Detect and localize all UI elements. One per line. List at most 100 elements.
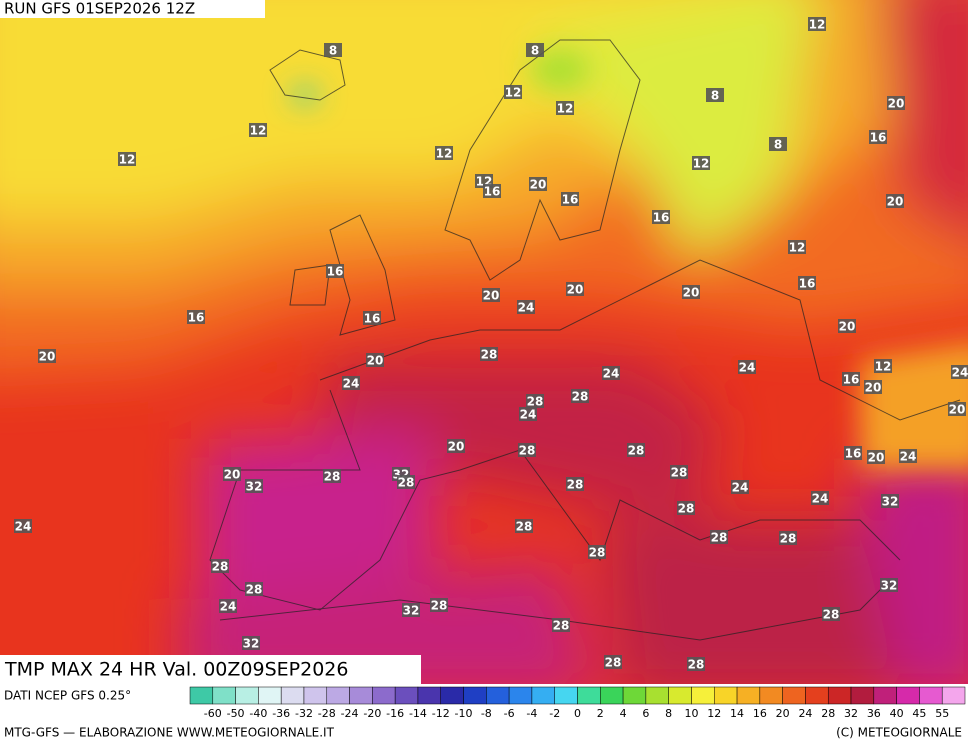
color-swatch	[326, 686, 350, 705]
contour-label: 28	[516, 520, 533, 534]
label-box	[566, 282, 584, 296]
legend-tick: -32	[295, 707, 313, 720]
label-box	[731, 480, 749, 494]
legend-tick: -2	[549, 707, 560, 720]
contour-label: 24	[518, 301, 535, 315]
contour-label: 16	[364, 312, 381, 326]
label-box	[798, 276, 816, 290]
legend-tick: -4	[526, 707, 537, 720]
label-box	[899, 449, 917, 463]
label-box	[811, 491, 829, 505]
label-box	[842, 372, 860, 386]
contour-label: 24	[952, 366, 968, 380]
legend-tick: 16	[753, 707, 767, 720]
contour-label: 16	[327, 265, 344, 279]
color-swatch	[235, 686, 259, 705]
label-box	[430, 598, 448, 612]
color-swatch	[896, 686, 920, 705]
label-box	[822, 607, 840, 621]
producer: MTG-GFS — ELABORAZIONE WWW.METEOGIORNALE…	[4, 726, 335, 740]
color-swatch	[941, 686, 966, 705]
color-swatch	[919, 686, 943, 705]
label-box	[402, 603, 420, 617]
label-box	[779, 531, 797, 545]
contour-label: 20	[839, 320, 856, 334]
contour-label: 28	[246, 583, 263, 597]
color-swatch	[531, 686, 555, 705]
label-box	[844, 446, 862, 460]
label-box	[397, 475, 415, 489]
label-box	[677, 501, 695, 515]
color-swatch	[258, 686, 282, 705]
label-box	[588, 545, 606, 559]
legend-tick: 8	[665, 707, 672, 720]
contour-label: 12	[693, 157, 710, 171]
contour-label: 28	[605, 656, 622, 670]
label-box	[682, 285, 700, 299]
color-swatch	[577, 686, 601, 705]
legend-tick: -20	[363, 707, 381, 720]
label-box	[519, 407, 537, 421]
legend-tick: 28	[821, 707, 835, 720]
label-box	[483, 184, 501, 198]
contour-label: 20	[949, 403, 966, 417]
legend-tick: 4	[620, 707, 627, 720]
contour-label: 28	[589, 546, 606, 560]
contour-label: 12	[505, 86, 522, 100]
color-swatch	[440, 686, 464, 705]
legend-tick: -50	[227, 707, 245, 720]
label-box	[880, 578, 898, 592]
contour-label: 28	[823, 608, 840, 622]
color-swatch	[417, 686, 441, 705]
label-box	[223, 467, 241, 481]
contour-label: 24	[900, 450, 917, 464]
color-swatch	[736, 686, 761, 705]
contour-label: 12	[809, 18, 826, 32]
label-box	[769, 137, 787, 151]
label-box	[38, 349, 56, 363]
label-box	[604, 655, 622, 669]
label-box	[948, 402, 966, 416]
contour-label: 16	[870, 131, 887, 145]
label-box	[951, 365, 968, 379]
label-box	[187, 310, 205, 324]
contour-label: 20	[868, 451, 885, 465]
legend-tick: 12	[707, 707, 721, 720]
contour-label: 28	[481, 348, 498, 362]
label-box	[887, 96, 905, 110]
color-swatch	[691, 686, 715, 705]
legend-tick: -28	[318, 707, 336, 720]
label-box	[504, 85, 522, 99]
contour-label: 28	[671, 466, 688, 480]
source: DATI NCEP GFS 0.25°	[4, 689, 131, 703]
label-box	[242, 636, 260, 650]
contour-label: 24	[732, 481, 749, 495]
contour-label: 28	[553, 619, 570, 633]
legend-tick: 36	[867, 707, 881, 720]
color-swatch	[782, 686, 806, 705]
label-box	[552, 618, 570, 632]
contour-label: 28	[628, 444, 645, 458]
contour-label: 16	[653, 211, 670, 225]
legend-tick: 14	[730, 707, 744, 720]
label-box	[366, 353, 384, 367]
label-box	[687, 657, 705, 671]
label-box	[710, 530, 728, 544]
contour-label: 28	[567, 478, 584, 492]
label-box	[692, 156, 710, 170]
temperature-field	[0, 0, 968, 684]
label-box	[602, 366, 620, 380]
contour-label: 32	[403, 604, 420, 618]
contour-label: 28	[688, 658, 705, 672]
contour-label: 20	[448, 440, 465, 454]
color-swatch	[212, 686, 236, 705]
contour-label: 24	[603, 367, 620, 381]
color-swatch	[600, 686, 624, 705]
label-box	[706, 88, 724, 102]
contour-label: 24	[739, 361, 756, 375]
label-box	[526, 394, 544, 408]
contour-label: 20	[224, 468, 241, 482]
label-box	[363, 311, 381, 325]
contour-label: 28	[678, 502, 695, 516]
color-swatch	[805, 686, 829, 705]
